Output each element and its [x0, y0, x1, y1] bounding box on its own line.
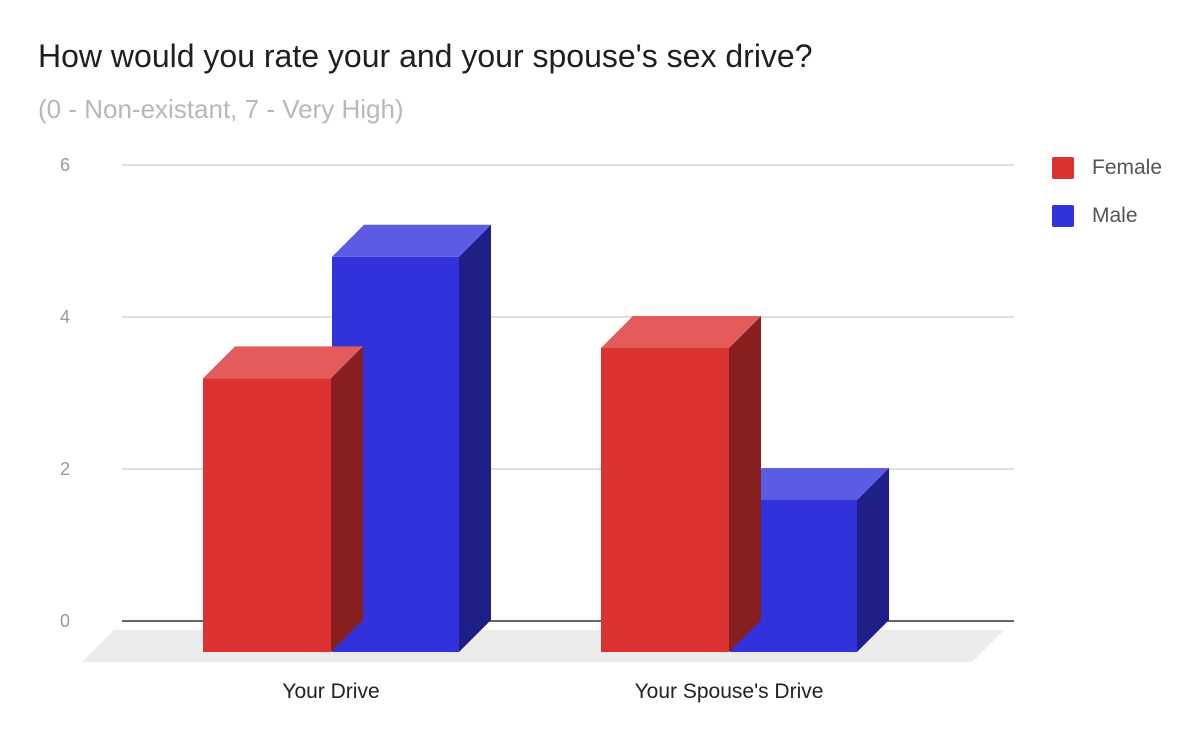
chart-subtitle: (0 - Non-existant, 7 - Very High) — [38, 94, 404, 124]
bar-female-1[interactable] — [203, 346, 363, 652]
chart-title: How would you rate your and your spouse'… — [38, 38, 813, 74]
legend-swatch-male — [1052, 205, 1074, 227]
y-tick-label: 2 — [60, 459, 70, 479]
bar-top-face — [601, 316, 761, 348]
x-tick-label: Your Drive — [282, 680, 379, 703]
bar-front-face — [203, 378, 331, 652]
y-tick-label: 6 — [60, 155, 70, 175]
legend-label-female: Female — [1092, 156, 1163, 179]
legend-item-female[interactable]: Female — [1052, 154, 1162, 182]
legend-item-male[interactable]: Male — [1052, 202, 1162, 230]
bar-side-face — [459, 224, 491, 653]
bar-side-face — [857, 468, 889, 652]
bar-top-face — [730, 468, 889, 500]
y-tick-label: 0 — [60, 611, 70, 631]
bar-female-2[interactable] — [601, 316, 761, 652]
bar-side-face — [331, 346, 363, 652]
legend-swatch-female — [1052, 157, 1074, 179]
y-tick-label: 4 — [60, 307, 70, 327]
legend: Female Male — [1052, 154, 1162, 250]
bar-side-face — [729, 316, 761, 652]
bar-front-face — [601, 348, 729, 652]
bar-top-face — [332, 224, 491, 257]
x-tick-label: Your Spouse's Drive — [635, 680, 824, 703]
legend-label-male: Male — [1092, 204, 1138, 227]
bar-top-face — [203, 346, 363, 379]
